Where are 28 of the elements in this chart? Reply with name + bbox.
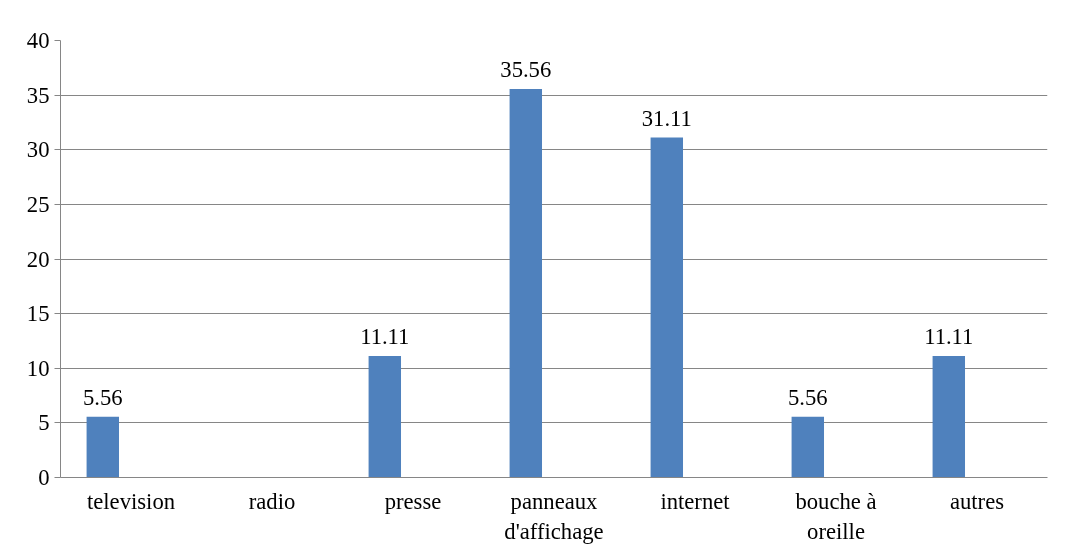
bar [932, 356, 966, 478]
x-tick-label: bouche à oreille [795, 488, 877, 544]
y-tick-label: 35 [26, 82, 50, 108]
bar [791, 416, 825, 478]
x-tick-label: internet [660, 488, 731, 514]
y-tick-label: 0 [38, 465, 50, 490]
x-tick-label: radio [248, 488, 296, 514]
data-label: 11.11 [360, 324, 410, 350]
y-tick-label: 10 [26, 355, 50, 381]
y-tick-label: 25 [26, 191, 50, 217]
y-tick-label: 20 [26, 246, 50, 272]
data-label: 5.56 [787, 384, 828, 410]
data-label: 35.56 [500, 57, 552, 83]
y-tick-label: 15 [26, 301, 50, 327]
y-tick-label: 40 [26, 28, 50, 53]
x-tick-label: presse [384, 488, 442, 514]
y-tick-label: 30 [26, 137, 50, 163]
y-tick-label: 5 [38, 410, 50, 436]
bar [86, 416, 120, 478]
x-tick-label: television [86, 488, 176, 514]
data-label: 11.11 [924, 324, 974, 350]
data-label: 31.11 [641, 105, 692, 131]
bar [509, 89, 543, 478]
x-tick-label: autres [949, 488, 1005, 514]
bar [650, 137, 684, 478]
data-label: 5.56 [82, 384, 123, 410]
bar [368, 356, 402, 478]
x-tick-label: panneaux d'affichage [504, 488, 604, 544]
